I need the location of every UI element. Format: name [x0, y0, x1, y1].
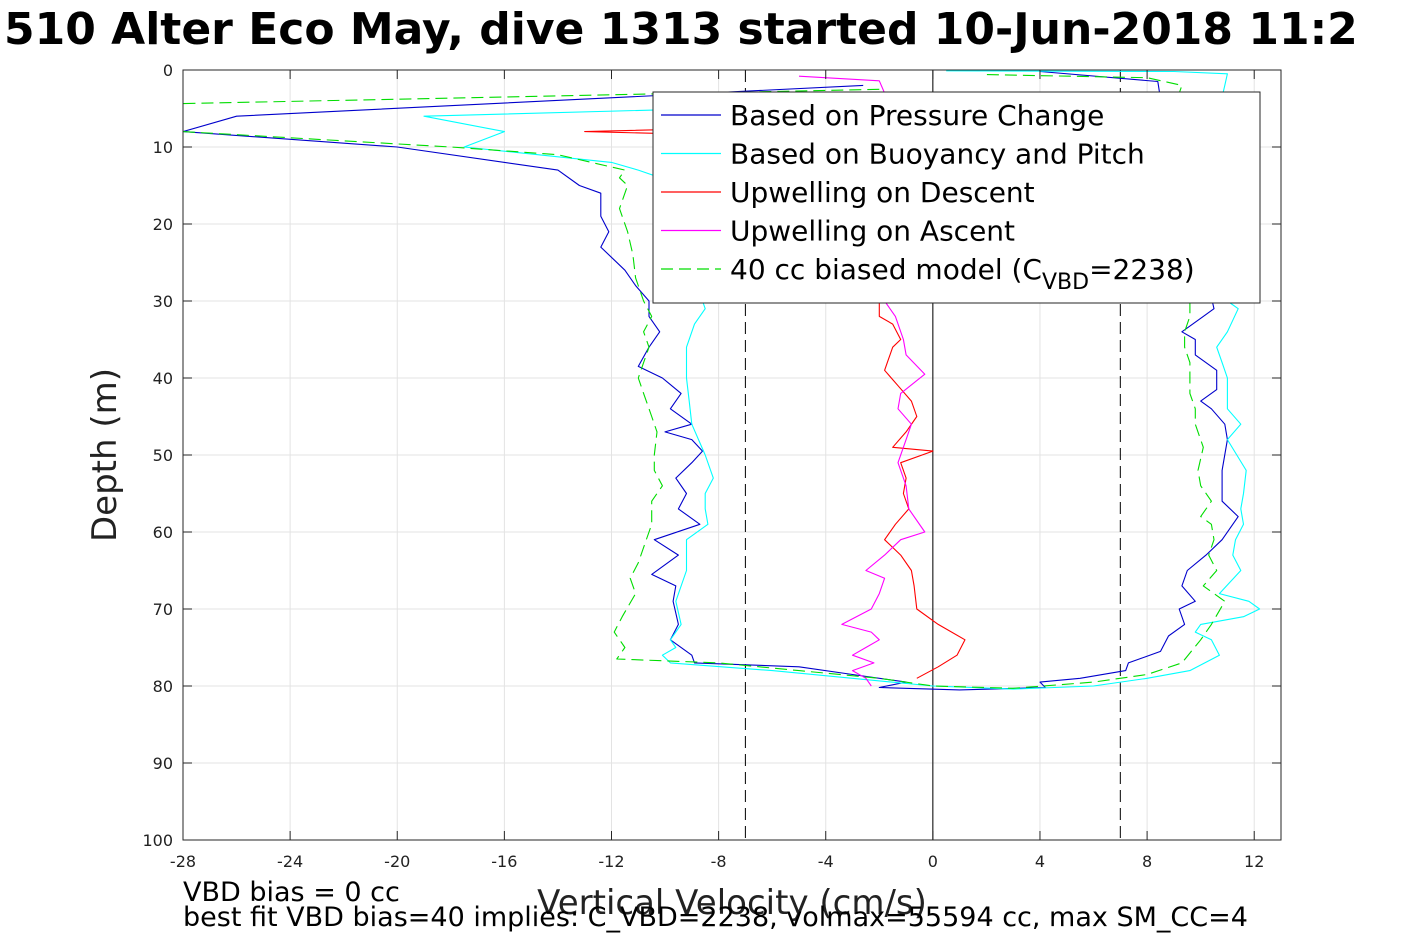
legend-label: Based on Buoyancy and Pitch: [730, 138, 1145, 171]
footnote-best-fit: best fit VBD bias=40 implies: C_VBD=2238…: [183, 902, 1248, 933]
x-tick-label: -28: [170, 852, 196, 871]
legend-label-text: Upwelling on Descent: [730, 176, 1035, 209]
legend: Based on Pressure Change Based on Buoyanc…: [652, 91, 1261, 304]
legend-label: Based on Pressure Change: [730, 99, 1104, 132]
y-tick-label: 90: [153, 754, 173, 773]
series-line: [423, 70, 1261, 690]
y-tick-label: 0: [163, 61, 173, 80]
legend-label: 40 cc biased model (CVBD=2238): [730, 253, 1195, 295]
legend-label-text: Upwelling on Ascent: [730, 215, 1015, 248]
series-line: [584, 123, 966, 679]
series-line: [183, 70, 1239, 691]
x-tick-label: -24: [277, 852, 303, 871]
x-tick-label: 4: [1035, 852, 1045, 871]
x-axis-label: Vertical Velocity (cm/s): [537, 883, 927, 923]
legend-label: Upwelling on Descent: [730, 176, 1035, 209]
x-tick-label: -12: [598, 852, 624, 871]
legend-label-text: Based on Buoyancy and Pitch: [730, 138, 1145, 171]
legend-label-text: 40 cc biased model (C: [730, 253, 1042, 286]
legend-label-text: Based on Pressure Change: [730, 99, 1104, 132]
series-group: [183, 70, 1261, 691]
y-tick-label: 50: [153, 446, 173, 465]
x-tick-label: -20: [384, 852, 410, 871]
y-tick-label: 80: [153, 677, 173, 696]
x-tick-label: -16: [491, 852, 517, 871]
footnote-vbd-bias: VBD bias = 0 cc: [183, 877, 400, 908]
chart-title: 510 Alter Eco May, dive 1313 started 10-…: [4, 4, 1358, 55]
x-tick-label: -8: [711, 852, 727, 871]
legend-box: [652, 91, 1261, 304]
x-tick-label: 12: [1244, 852, 1264, 871]
y-axis-label: Depth (m): [85, 368, 125, 542]
y-tick-label: 100: [142, 831, 173, 850]
series-line: [183, 74, 1226, 689]
y-tick-label: 40: [153, 369, 173, 388]
y-tick-label: 30: [153, 292, 173, 311]
x-tick-label: 8: [1142, 852, 1152, 871]
legend-label-subscript: VBD: [1042, 270, 1089, 295]
x-ticks: -28 -24 -20 -16 -12 -8 -4 0 4 8 12: [170, 70, 1264, 871]
legend-label-tail: =2238): [1089, 253, 1195, 286]
x-tick-label: 0: [928, 852, 938, 871]
legend-label: Upwelling on Ascent: [730, 215, 1015, 248]
y-tick-label: 10: [153, 138, 173, 157]
y-ticks: 0 10 20 30 40 50 60 70 80 90 100: [142, 61, 1281, 850]
x-tick-label: -4: [818, 852, 834, 871]
y-tick-label: 20: [153, 215, 173, 234]
y-tick-label: 60: [153, 523, 173, 542]
y-tick-label: 70: [153, 600, 173, 619]
